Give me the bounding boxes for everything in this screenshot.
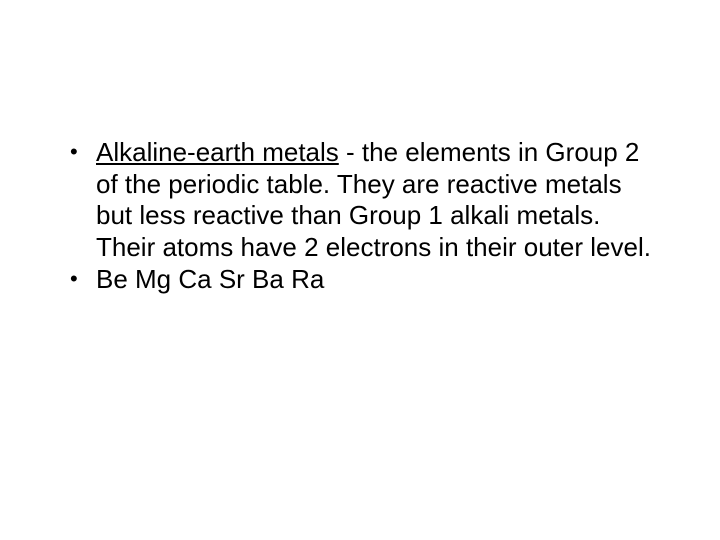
list-item: Alkaline-earth metals - the elements in … [68,137,660,264]
slide: Alkaline-earth metals - the elements in … [0,0,720,540]
body-text: Be Mg Ca Sr Ba Ra [96,264,324,294]
term-underlined: Alkaline-earth metals [96,137,339,167]
list-item: Be Mg Ca Sr Ba Ra [68,264,660,296]
bullet-list: Alkaline-earth metals - the elements in … [68,137,660,296]
